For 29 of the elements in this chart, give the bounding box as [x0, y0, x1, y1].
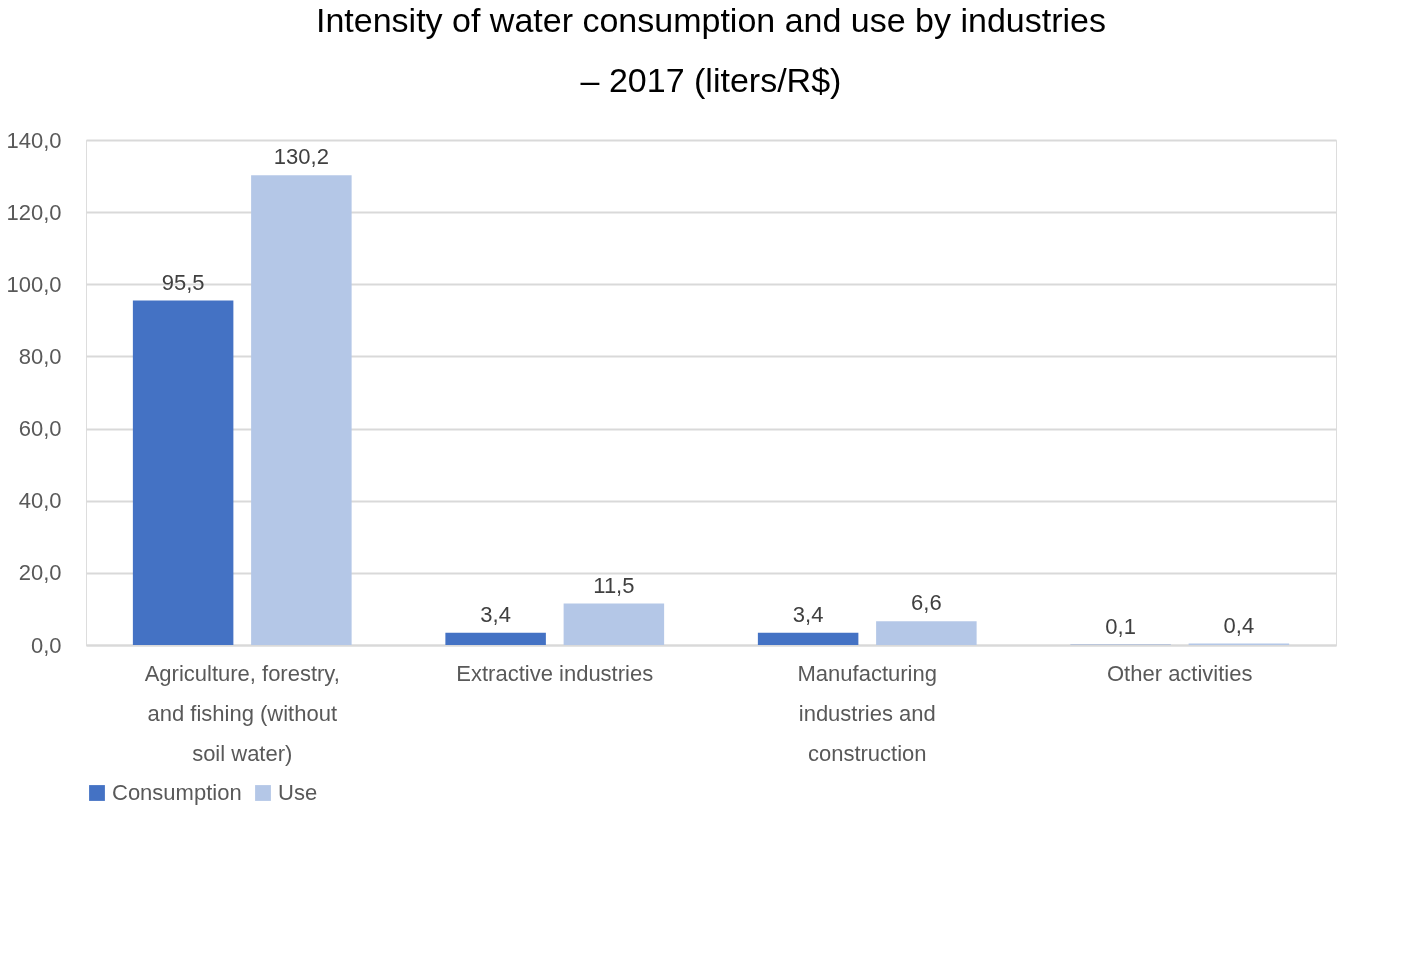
- data-label: 130,2: [273, 144, 329, 170]
- data-label: 6,6: [911, 590, 942, 616]
- data-label: 3,4: [480, 601, 511, 627]
- x-tick-label: Manufacturing industries and construction: [797, 660, 937, 766]
- bar: [563, 603, 665, 645]
- data-label: 0,4: [1223, 612, 1255, 638]
- y-tick-label: 140,0: [6, 127, 62, 153]
- bar: [876, 621, 977, 645]
- y-tick-label: 80,0: [18, 343, 62, 369]
- bar: [757, 632, 859, 645]
- y-tick-label: 120,0: [6, 199, 62, 225]
- bar: [251, 175, 352, 645]
- chart-title: Intensity of water consumption and use by industries – 2017 (liters/R$): [316, 1, 1106, 99]
- bar: [445, 632, 546, 645]
- y-tick-label: 100,0: [6, 271, 62, 297]
- x-tick-label: Extractive industries: [456, 660, 654, 686]
- x-tick-label: Other activities: [1107, 660, 1253, 686]
- legend-label: Use: [278, 780, 318, 805]
- y-tick-label: 20,0: [18, 560, 62, 586]
- y-tick-label: 40,0: [18, 488, 62, 514]
- bar: [132, 300, 234, 645]
- data-label: 0,1: [1105, 613, 1136, 639]
- y-tick-label: 60,0: [18, 416, 62, 442]
- data-label: 95,5: [161, 269, 205, 295]
- legend-label: Consumption: [112, 780, 242, 805]
- data-label: 3,4: [792, 601, 824, 627]
- data-label: 11,5: [593, 572, 635, 598]
- x-tick-label: Agriculture, forestry, and fishing (without soil water): [144, 660, 340, 766]
- y-tick-label: 0,0: [30, 632, 62, 658]
